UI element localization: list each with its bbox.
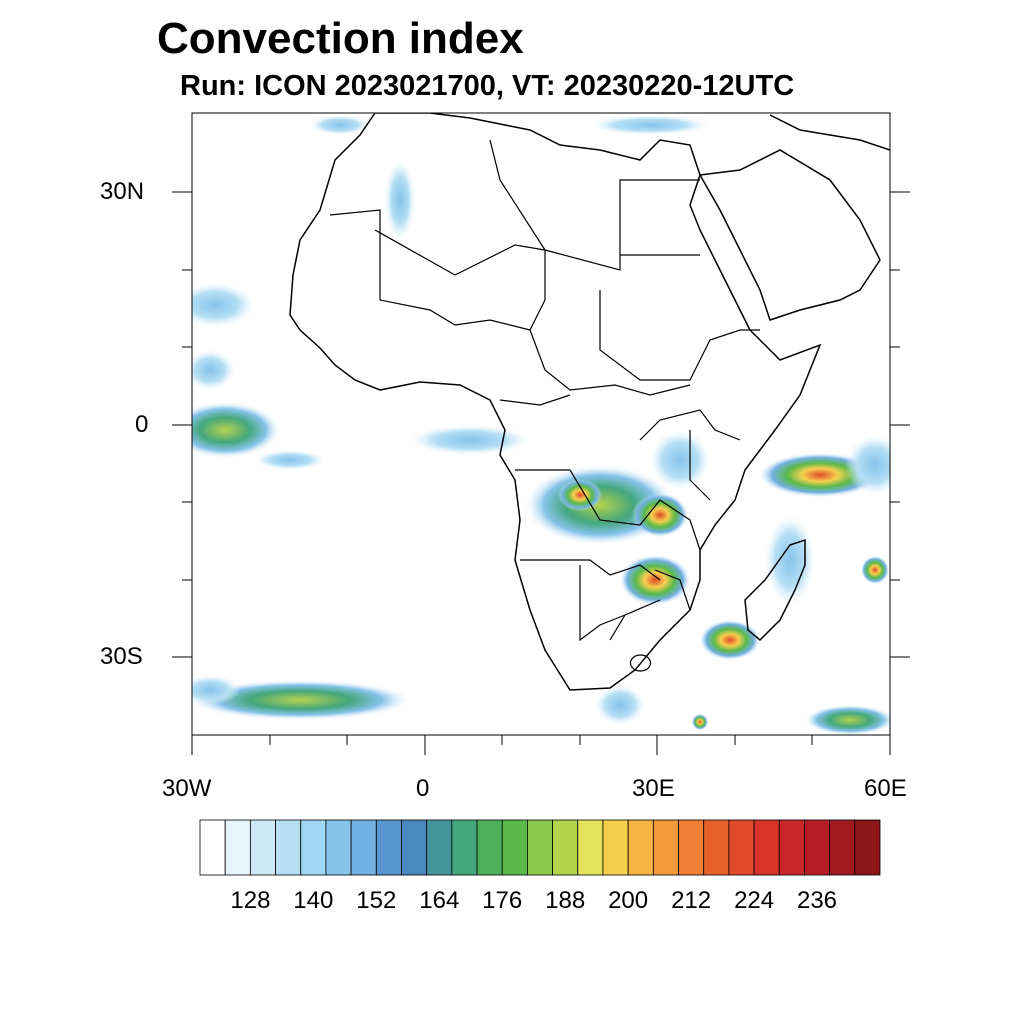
lon-label-60e: 60E [864, 775, 907, 802]
colorbar-swatch [652, 819, 679, 876]
colorbar-swatch [804, 819, 831, 876]
colorbar-label: 212 [671, 887, 712, 914]
colorbar-swatch [602, 819, 629, 876]
colorbar-label: 200 [608, 887, 649, 914]
colorbar-swatch [678, 819, 705, 876]
colorbar-label: 236 [796, 887, 838, 914]
colorbar-swatch [527, 819, 553, 876]
colorbar-label: 128 [230, 887, 271, 914]
colorbar-swatch [552, 819, 579, 876]
lat-label-30n: 30N [100, 178, 145, 205]
colorbar-swatch [577, 819, 604, 876]
country-borders [329, 139, 760, 672]
colorbar-label: 224 [734, 887, 775, 914]
colorbar-swatch [199, 819, 226, 876]
colorbar-label: 176 [482, 887, 523, 914]
colorbar-swatch [476, 819, 503, 876]
colorbar-swatch [778, 819, 805, 876]
colorbar-swatch [300, 819, 327, 876]
colorbar-label: 152 [356, 887, 397, 914]
plot-frame [172, 112, 910, 755]
colorbar-swatch [426, 819, 453, 876]
lon-label-30e: 30E [632, 775, 675, 802]
colorbar-swatch [728, 819, 755, 876]
colorbar-swatch [401, 819, 428, 876]
lat-label-30s: 30S [100, 643, 143, 670]
colorbar-swatch [350, 819, 377, 876]
lat-label-0: 0 [135, 411, 149, 438]
colorbar-swatch [627, 819, 654, 876]
coastlines [289, 113, 890, 691]
convection-field [192, 115, 890, 735]
chart-subtitle: Run: ICON 2023021700, VT: 20230220-12UTC [180, 70, 795, 102]
lon-label-30w: 30W [162, 775, 212, 802]
colorbar [199, 819, 881, 876]
chart-title: Convection index [157, 14, 524, 63]
colorbar-swatch [224, 819, 251, 876]
colorbar-swatch [375, 819, 402, 876]
colorbar-swatch [829, 819, 856, 876]
colorbar-swatch [753, 819, 780, 876]
colorbar-label: 140 [293, 887, 334, 914]
lon-label-0: 0 [416, 775, 430, 802]
colorbar-swatch [325, 819, 352, 876]
colorbar-swatch [854, 819, 881, 876]
colorbar-swatch [703, 819, 730, 876]
colorbar-swatch [451, 819, 478, 876]
colorbar-swatch [275, 819, 302, 876]
colorbar-label: 164 [419, 887, 460, 914]
colorbar-swatch [249, 819, 276, 876]
colorbar-label: 188 [545, 887, 586, 914]
colorbar-swatch [501, 819, 528, 876]
